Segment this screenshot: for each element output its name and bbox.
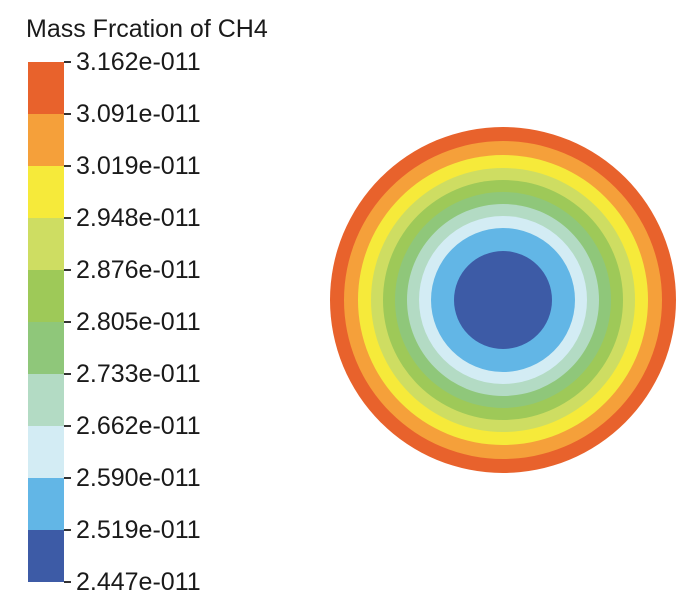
color-bar-tick bbox=[64, 269, 71, 271]
legend-title: Mass Frcation of CH4 bbox=[26, 15, 268, 43]
color-bar-band bbox=[28, 270, 64, 322]
color-bar-tick bbox=[64, 61, 71, 63]
color-bar-band bbox=[28, 62, 64, 114]
color-bar-tick bbox=[64, 321, 71, 323]
color-bar-tick bbox=[64, 581, 71, 583]
color-bar-band bbox=[28, 218, 64, 270]
color-bar-band bbox=[28, 530, 64, 582]
color-bar-tick-label: 3.019e-011 bbox=[76, 152, 201, 180]
color-bar-tick-label: 3.091e-011 bbox=[76, 100, 201, 128]
color-bar-tick bbox=[64, 217, 71, 219]
color-bar-band bbox=[28, 478, 64, 530]
color-bar-tick bbox=[64, 373, 71, 375]
color-bar-tick-label: 2.519e-011 bbox=[76, 516, 201, 544]
color-bar-band bbox=[28, 374, 64, 426]
color-bar-band bbox=[28, 166, 64, 218]
color-bar-tick-label: 2.805e-011 bbox=[76, 308, 201, 336]
color-bar-band bbox=[28, 322, 64, 374]
color-bar-band bbox=[28, 114, 64, 166]
color-bar-tick-label: 2.662e-011 bbox=[76, 412, 201, 440]
color-bar-tick-label: 2.876e-011 bbox=[76, 256, 201, 284]
color-bar-tick bbox=[64, 165, 71, 167]
color-bar-tick bbox=[64, 113, 71, 115]
color-bar-tick bbox=[64, 425, 71, 427]
color-bar-tick bbox=[64, 477, 71, 479]
color-bar-tick-label: 2.590e-011 bbox=[76, 464, 201, 492]
color-bar-tick-label: 2.733e-011 bbox=[76, 360, 201, 388]
color-bar-tick-label: 2.948e-011 bbox=[76, 204, 201, 232]
color-bar-band bbox=[28, 426, 64, 478]
color-bar-tick bbox=[64, 529, 71, 531]
color-bar bbox=[28, 62, 64, 582]
color-bar-tick-label: 3.162e-011 bbox=[76, 48, 201, 76]
color-bar-tick-label: 2.447e-011 bbox=[76, 568, 201, 596]
contour-ring bbox=[454, 251, 552, 349]
